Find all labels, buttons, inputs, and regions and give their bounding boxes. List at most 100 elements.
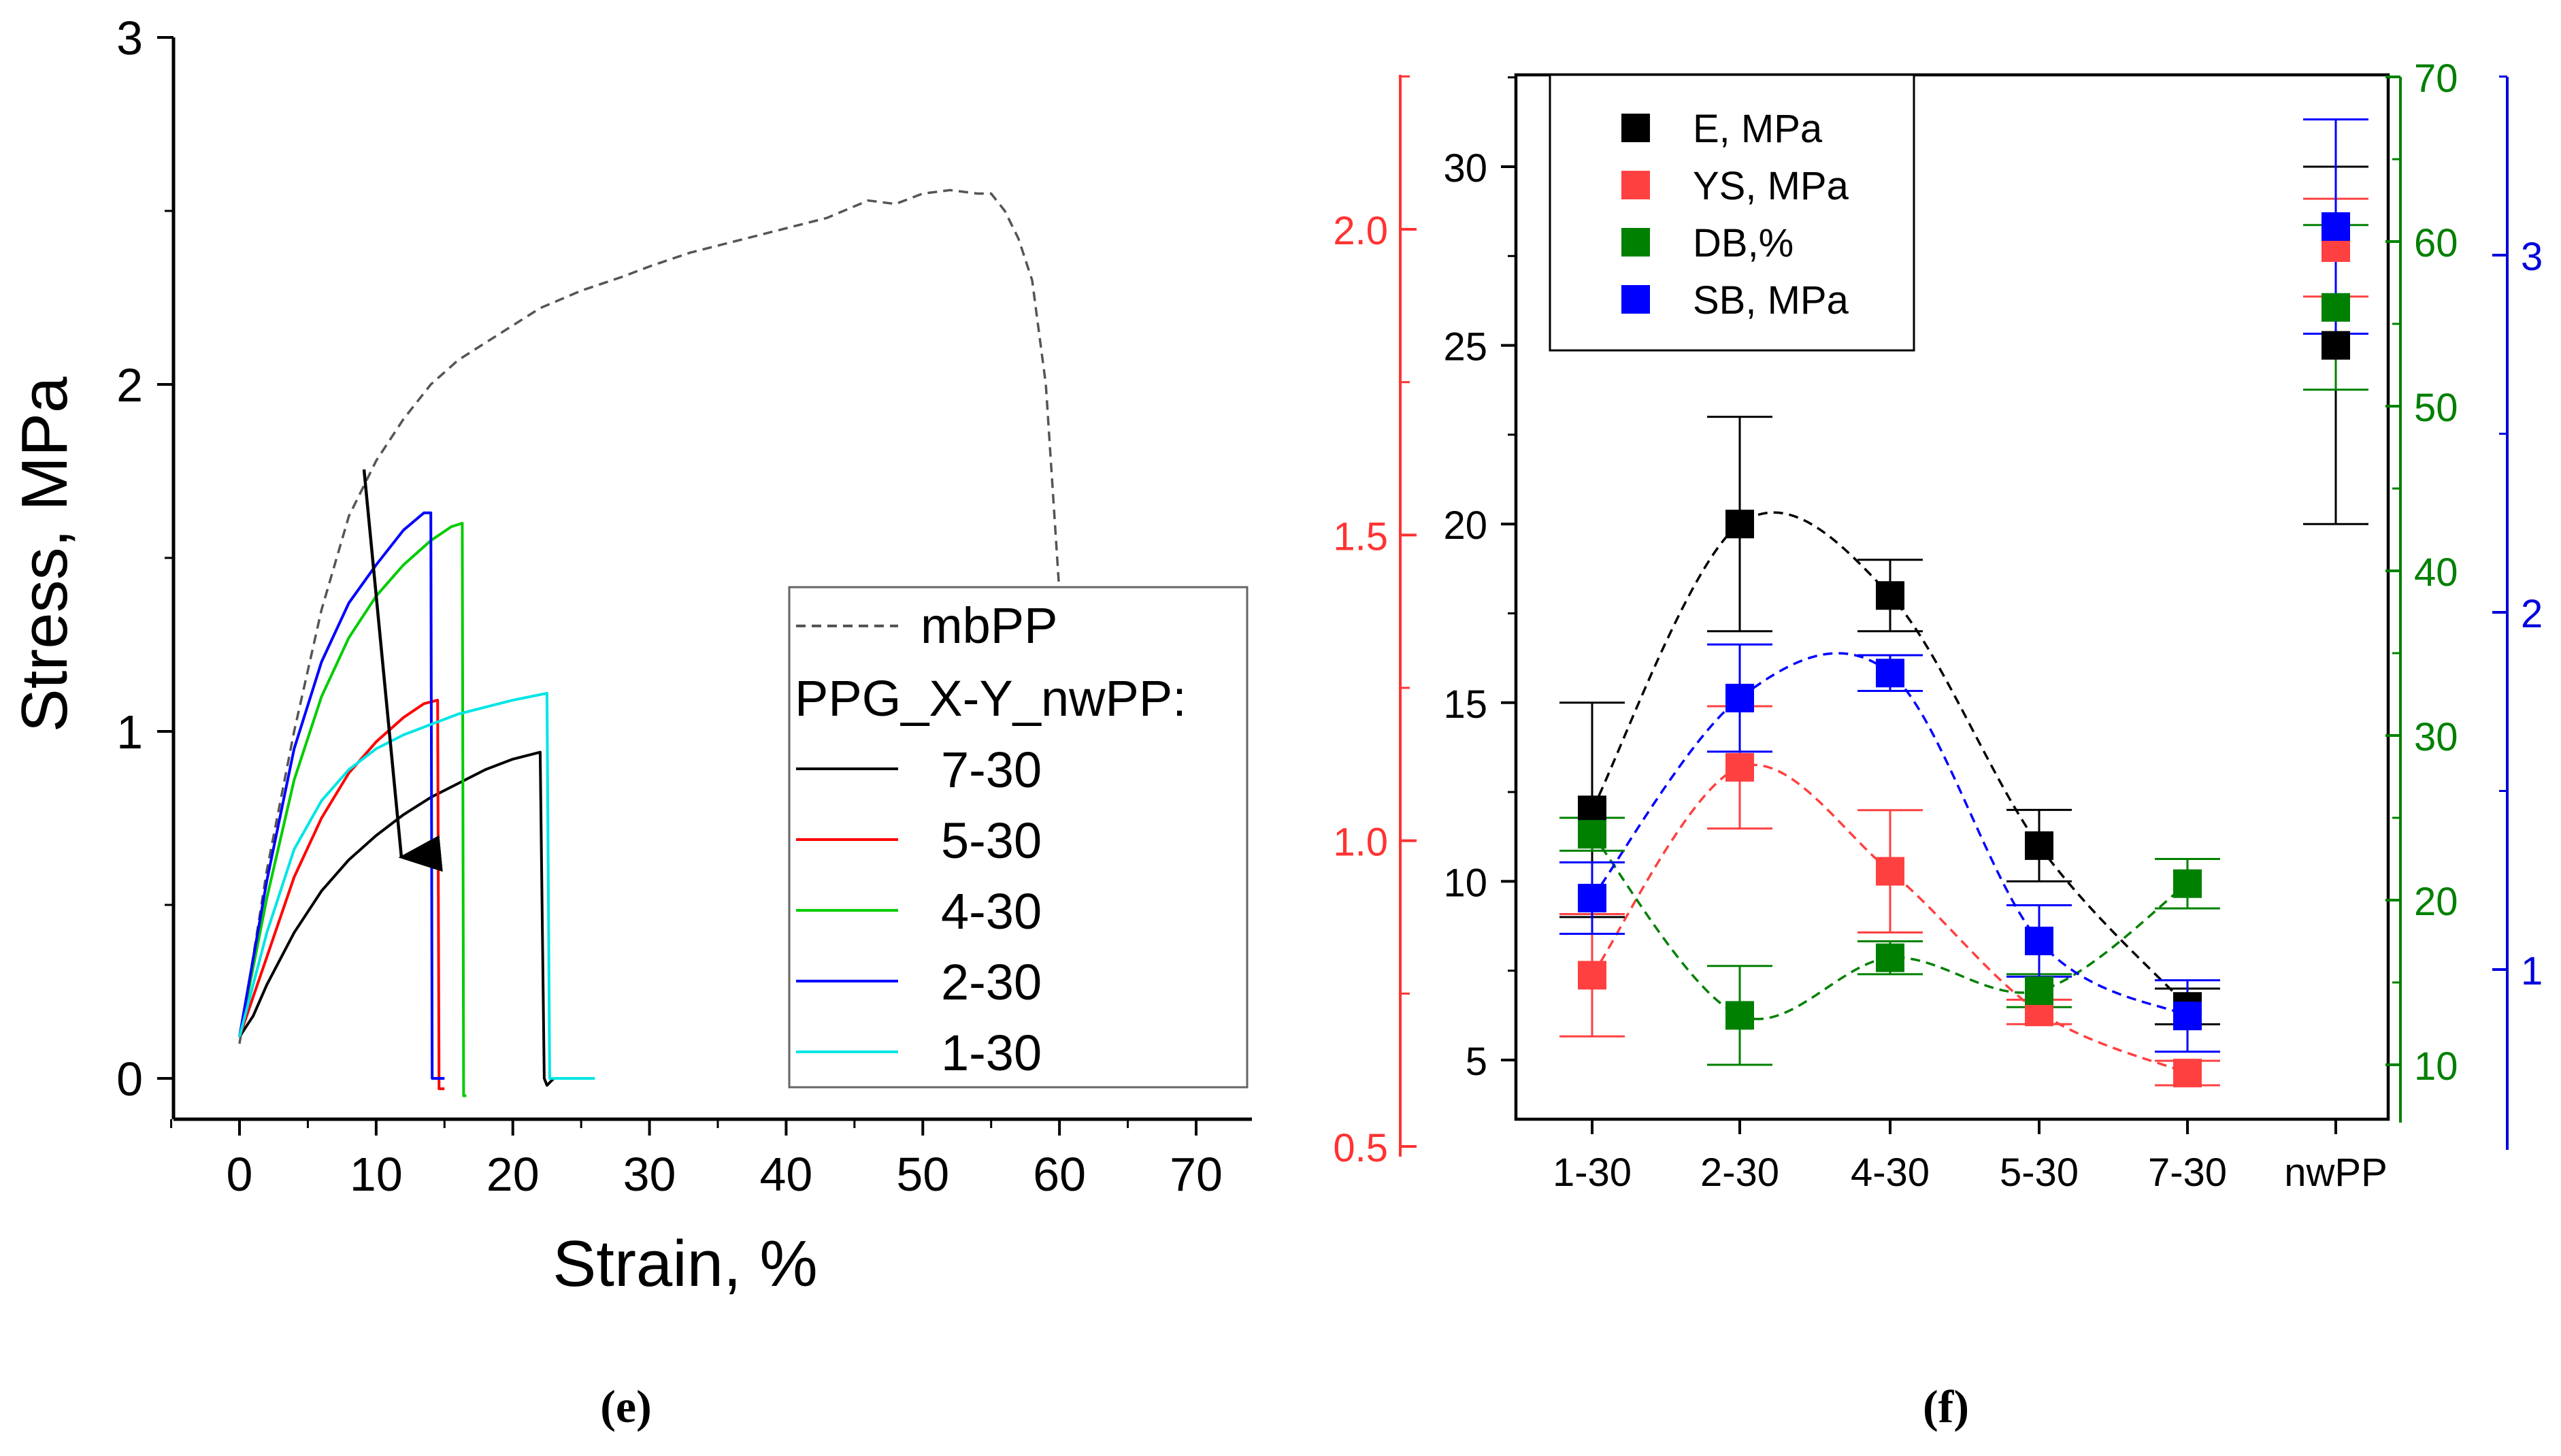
- panel-f-blue-tick-label: 3: [2521, 235, 2543, 279]
- panel-f-legend-label: SB, MPa: [1693, 278, 1849, 322]
- panel-e-series-7-30: [238, 750, 555, 1087]
- panel-f-marker-SB, MPa: [2173, 1002, 2202, 1031]
- panel-f-legend-label: DB,%: [1693, 221, 1794, 265]
- panel-f-legend-box: [1549, 73, 1915, 352]
- panel-e-x-tick-label: 20: [486, 1148, 540, 1201]
- panel-e-series-4-30: [238, 522, 467, 1097]
- panel-f-left-tick-label: 15: [1443, 682, 1487, 727]
- panel-e-series-1-30: [238, 691, 595, 1080]
- panel-e-x-tick-label: 70: [1170, 1148, 1223, 1201]
- panel-f-legend-label: YS, MPa: [1693, 164, 1849, 208]
- panel-f-left-tick-label: 5: [1466, 1040, 1487, 1084]
- panel-f-x-tick-label: 2-30: [1700, 1151, 1779, 1195]
- panel-f-red-tick-label: 0.5: [1333, 1126, 1388, 1170]
- panel-f-marker-SB, MPa: [1725, 684, 1754, 712]
- panel-e: 0 10 20 30 40 50 60 70 0 1 2 3 Strain, % Stress, MP…: [8, 12, 1252, 1432]
- panel-e-legend-label-4-30: 4-30: [941, 883, 1042, 940]
- panel-f-x-tick-label: 7-30: [2148, 1151, 2227, 1195]
- panel-e-x-tick-label: 10: [350, 1148, 403, 1201]
- panel-e-legend-label-2-30: 2-30: [941, 954, 1042, 1010]
- panel-f-red-tick-label: 1.5: [1333, 514, 1388, 559]
- panel-f-left-tick-label: 10: [1443, 861, 1487, 905]
- panel-e-y-tick-label: 3: [116, 12, 143, 65]
- panel-f-legend: E, MPa YS, MPa DB,% SB, MPa: [1549, 73, 1915, 352]
- panel-f-marker-SB, MPa: [1578, 884, 1606, 912]
- panel-f-blue-tick-label: 1: [2521, 949, 2543, 993]
- panel-f-marker-E, MPa: [1725, 510, 1754, 539]
- panel-f-green-tick-label: 50: [2414, 386, 2458, 430]
- panel-f-marker-E, MPa: [2025, 831, 2053, 860]
- panel-e-ticks: 0 10 20 30 40 50 60 70 0 1 2 3: [116, 12, 1223, 1201]
- panel-f-marker-DB,%: [1876, 943, 1904, 972]
- panel-f-marker-YS, MPa: [1876, 857, 1904, 886]
- panel-f-marker-SB, MPa: [2025, 927, 2053, 955]
- panel-f-green-tick-label: 70: [2414, 56, 2458, 101]
- panel-f-left-tick-label: 20: [1443, 503, 1487, 548]
- panel-f-x-tick-label: 1-30: [1553, 1151, 1632, 1195]
- panel-f-ticks: 5 10 15 20 25 30 0.5 1.0 1.5 2.0 10 20 30 40 50 60 70 1 2 3…: [1333, 56, 2543, 1195]
- panel-e-arrow: [362, 469, 443, 872]
- panel-f-marker-YS, MPa: [1725, 752, 1754, 782]
- panel-f-marker-YS, MPa: [1578, 961, 1606, 990]
- panel-e-y-tick-label: 2: [116, 359, 143, 412]
- panel-e-series-2-30: [238, 511, 445, 1080]
- panel-e-x-tick-label: 60: [1033, 1148, 1086, 1201]
- panel-e-series-mbPP: [238, 188, 1063, 1044]
- panel-f-legend-swatch: [1621, 114, 1650, 142]
- panel-e-legend: mbPP PPG_X-Y_nwPP: 7-30 5-30 4-30 2-30 1-30: [788, 586, 1249, 1089]
- panel-f-x-tick-label: 5-30: [2000, 1151, 2079, 1195]
- panel-e-series-5-30: [238, 699, 445, 1091]
- panel-e-y-tick-label: 0: [116, 1053, 143, 1106]
- panel-f-legend-label: E, MPa: [1693, 107, 1823, 151]
- panel-f-caption: (f): [1923, 1380, 1969, 1432]
- panel-e-y-label: Stress, MPa: [8, 376, 81, 732]
- panel-f-x-tick-label: nwPP: [2284, 1151, 2387, 1195]
- panel-f-marker-DB,%: [1725, 1001, 1754, 1030]
- panel-f-markers: [1578, 212, 2350, 1088]
- panel-f-blue-tick-label: 2: [2521, 592, 2543, 636]
- panel-e-legend-label-1-30: 1-30: [941, 1025, 1042, 1081]
- panel-f-green-tick-label: 30: [2414, 715, 2458, 759]
- panel-e-series: [238, 188, 1063, 1097]
- panel-f-legend-swatch: [1621, 285, 1650, 314]
- panel-e-x-tick-label: 0: [227, 1148, 253, 1201]
- panel-f-legend-entries: E, MPa YS, MPa DB,% SB, MPa: [1621, 107, 1849, 322]
- panel-f-marker-E, MPa: [1876, 581, 1904, 610]
- panel-e-legend-entries: mbPP PPG_X-Y_nwPP: 7-30 5-30 4-30 2-30 1-30: [795, 597, 1187, 1081]
- panel-f-red-tick-label: 2.0: [1333, 209, 1388, 253]
- panel-f-marker-E, MPa: [2322, 331, 2350, 360]
- panel-f-marker-DB,%: [2173, 869, 2202, 898]
- panel-f-left-tick-label: 30: [1443, 146, 1487, 191]
- panel-f-marker-DB,%: [2025, 976, 2053, 1006]
- panel-f-legend-swatch: [1621, 171, 1650, 199]
- panel-e-x-label: Strain, %: [552, 1227, 817, 1300]
- panel-e-x-tick-label: 50: [896, 1148, 949, 1201]
- panel-e-legend-box: [788, 586, 1249, 1089]
- panel-f-marker-SB, MPa: [1876, 659, 1904, 688]
- panel-f-marker-DB,%: [2322, 293, 2350, 322]
- panel-e-x-tick-label: 30: [623, 1148, 676, 1201]
- panel-f-x-tick-label: 4-30: [1851, 1151, 1930, 1195]
- panel-e-y-tick-label: 1: [116, 706, 143, 759]
- panel-f-marker-E, MPa: [1578, 795, 1606, 825]
- panel-f-green-tick-label: 20: [2414, 880, 2458, 924]
- panel-f-green-tick-label: 60: [2414, 221, 2458, 265]
- panel-f-marker-YS, MPa: [2173, 1059, 2202, 1088]
- panel-e-caption: (e): [600, 1380, 651, 1432]
- panel-e-legend-label-7-30: 7-30: [941, 742, 1042, 798]
- panel-e-legend-label-5-30: 5-30: [941, 812, 1042, 869]
- panel-f-red-tick-label: 1.0: [1333, 821, 1388, 865]
- panel-e-legend-header: PPG_X-Y_nwPP:: [795, 670, 1187, 727]
- panel-e-legend-label-mbPP: mbPP: [921, 597, 1058, 654]
- panel-f: 5 10 15 20 25 30 0.5 1.0 1.5 2.0 10 20 30 40 50 60 70 1 2 3…: [1333, 56, 2543, 1432]
- panel-f-left-tick-label: 25: [1443, 325, 1487, 369]
- panel-f-green-tick-label: 10: [2414, 1044, 2458, 1089]
- panel-f-marker-DB,%: [1578, 820, 1606, 849]
- panel-f-green-tick-label: 40: [2414, 550, 2458, 595]
- panel-f-legend-swatch: [1621, 228, 1650, 257]
- panel-f-marker-SB, MPa: [2322, 212, 2350, 241]
- panel-f-frame: [1514, 73, 2390, 1121]
- panel-f-trend-YS, MPa: [1591, 763, 2188, 1074]
